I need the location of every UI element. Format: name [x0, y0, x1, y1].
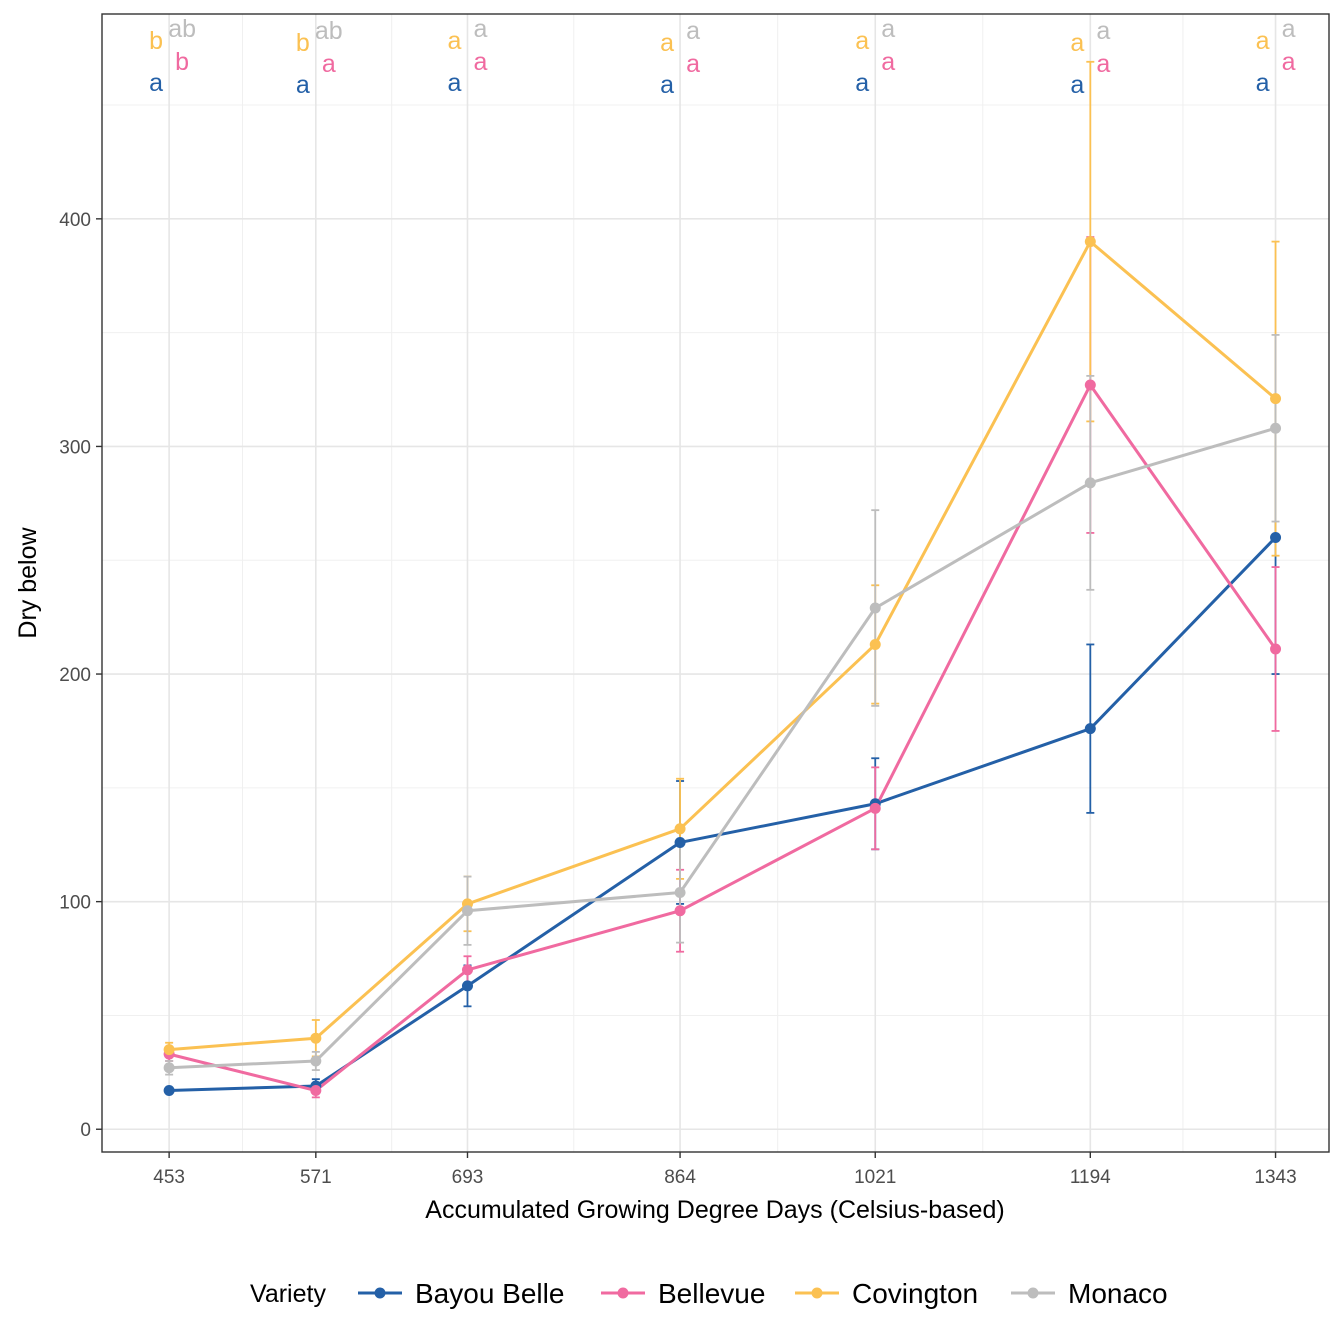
significance-letter: ab — [315, 17, 343, 45]
significance-letter: a — [855, 27, 869, 55]
legend-label: Covington — [852, 1278, 978, 1309]
data-point — [1270, 531, 1282, 543]
minor-gridlines — [102, 14, 1329, 1152]
legend-key-point — [617, 1287, 629, 1299]
significance-letter: ab — [168, 15, 196, 43]
legend-key-point — [1027, 1287, 1039, 1299]
data-point — [310, 1055, 322, 1067]
series-points — [163, 236, 1282, 1097]
data-point — [1084, 723, 1096, 735]
x-tick-label: 864 — [664, 1167, 696, 1188]
y-tick-label: 100 — [59, 893, 91, 914]
significance-letter: b — [149, 27, 163, 55]
significance-letter: b — [296, 29, 310, 57]
data-point — [310, 1085, 322, 1097]
significance-letter: a — [149, 69, 163, 97]
significance-letter: a — [660, 29, 674, 57]
data-point — [1084, 379, 1096, 391]
x-tick-label: 1194 — [1070, 1167, 1111, 1188]
data-point — [163, 1044, 175, 1056]
significance-letter: a — [1096, 17, 1110, 45]
data-point — [674, 887, 686, 899]
data-point — [1270, 643, 1282, 655]
significance-letter: a — [322, 50, 336, 78]
y-tick-label: 0 — [80, 1120, 91, 1141]
x-tick-label: 453 — [153, 1167, 185, 1188]
significance-letter: a — [686, 17, 700, 45]
legend-key-point — [811, 1287, 823, 1299]
data-point — [869, 638, 881, 650]
data-point — [461, 964, 473, 976]
x-tick-label: 693 — [452, 1167, 484, 1188]
y-tick-label: 300 — [59, 437, 91, 458]
significance-letter: a — [448, 27, 462, 55]
significance-letter: a — [1070, 29, 1084, 57]
x-axis-title: Accumulated Growing Degree Days (Celsius… — [425, 1196, 1004, 1224]
significance-letter: b — [175, 48, 189, 76]
data-point — [163, 1085, 175, 1097]
significance-letter: a — [686, 50, 700, 78]
significance-letter: a — [448, 69, 462, 97]
plot-background — [102, 14, 1329, 1152]
legend-title: Variety — [250, 1280, 326, 1308]
significance-letter: a — [881, 48, 895, 76]
y-axis: 0 100 200 300 400 — [59, 210, 102, 1141]
major-gridlines — [102, 14, 1329, 1152]
significance-letter: a — [1282, 48, 1296, 76]
data-point — [674, 905, 686, 917]
x-tick-label: 1021 — [854, 1167, 896, 1188]
data-point — [461, 980, 473, 992]
data-point — [461, 905, 473, 917]
legend-label: Bayou Belle — [415, 1278, 564, 1309]
legend-label: Monaco — [1068, 1278, 1168, 1309]
y-tick-label: 400 — [59, 210, 91, 231]
data-point — [1084, 236, 1096, 248]
x-axis: 453 571 693 864 1021 1194 1343 — [153, 1152, 1297, 1188]
data-point — [674, 823, 686, 835]
plot-border — [101, 13, 1330, 1153]
data-point — [1270, 422, 1282, 434]
significance-letter: a — [660, 71, 674, 99]
x-tick-label: 1343 — [1254, 1167, 1296, 1188]
significance-letter: a — [1256, 27, 1270, 55]
significance-letter: a — [474, 48, 488, 76]
significance-letter: a — [881, 15, 895, 43]
legend-key-point — [374, 1287, 386, 1299]
significance-letter: a — [1282, 15, 1296, 43]
significance-letter: a — [855, 69, 869, 97]
significance-letter: a — [1070, 71, 1084, 99]
data-point — [163, 1062, 175, 1074]
significance-letter: a — [474, 15, 488, 43]
data-point — [1084, 477, 1096, 489]
legend-label: Bellevue — [658, 1278, 765, 1309]
data-point — [869, 602, 881, 614]
data-point — [1270, 393, 1282, 405]
x-tick-label: 571 — [300, 1167, 332, 1188]
significance-letter: a — [1256, 69, 1270, 97]
significance-letter: a — [1096, 50, 1110, 78]
data-point — [869, 802, 881, 814]
data-point — [674, 836, 686, 848]
y-tick-label: 200 — [59, 665, 91, 686]
y-axis-title: Dry below — [14, 526, 42, 638]
data-point — [310, 1032, 322, 1044]
legend: Variety Bayou Belle Bellevue Covington Mona… — [250, 1278, 1168, 1309]
significance-letter: a — [296, 71, 310, 99]
